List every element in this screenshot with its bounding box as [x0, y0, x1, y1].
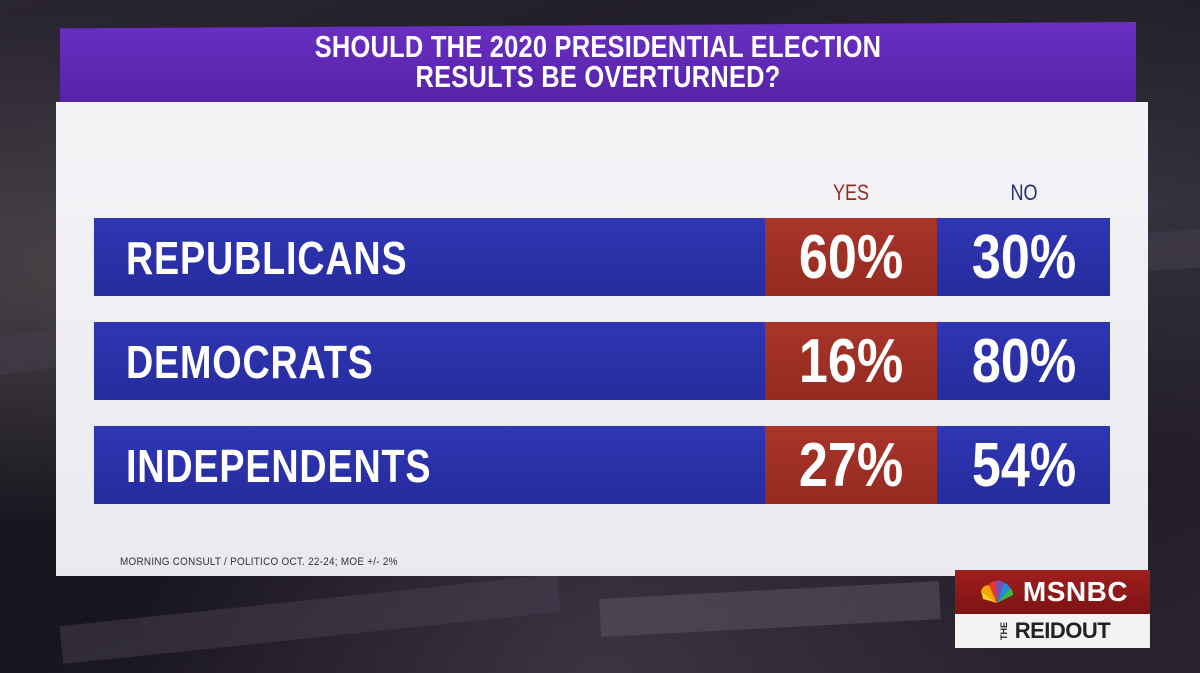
source-note: MORNING CONSULT / POLITICO OCT. 22-24; M… [120, 556, 398, 568]
show-logo: THE REIDOUT [955, 614, 1150, 648]
title-banner: SHOULD THE 2020 PRESIDENTIAL ELECTION RE… [60, 22, 1136, 102]
no-value: 80% [972, 327, 1077, 396]
table-row: INDEPENDENTS 27% 54% [94, 426, 1110, 504]
table-row: DEMOCRATS 16% 80% [94, 322, 1110, 400]
background-strip [599, 581, 941, 637]
yes-value: 27% [765, 426, 937, 504]
network-bug: MSNBC THE REIDOUT [955, 570, 1150, 650]
row-label: INDEPENDENTS [126, 440, 432, 492]
peacock-logo-icon [980, 580, 1013, 603]
show-prefix: THE [998, 622, 1009, 640]
yes-value: 60% [765, 218, 937, 296]
chart-title: SHOULD THE 2020 PRESIDENTIAL ELECTION RE… [314, 29, 882, 94]
network-logo: MSNBC [955, 570, 1150, 614]
background-strip [59, 573, 561, 665]
row-label: DEMOCRATS [126, 336, 374, 388]
show-name: REIDOUT [1014, 618, 1111, 643]
yes-value: 16% [765, 322, 937, 400]
row-label: REPUBLICANS [126, 232, 408, 284]
network-name: MSNBC [1022, 576, 1129, 607]
table-row: REPUBLICANS 60% 30% [94, 218, 1110, 296]
poll-panel: YES NO REPUBLICANS 60% 30% DEMOCRATS 16%… [56, 102, 1148, 576]
no-value: 30% [972, 223, 1077, 292]
column-header-no: NO [1010, 180, 1038, 205]
no-value: 54% [972, 431, 1077, 500]
column-header-yes: YES [832, 180, 870, 205]
